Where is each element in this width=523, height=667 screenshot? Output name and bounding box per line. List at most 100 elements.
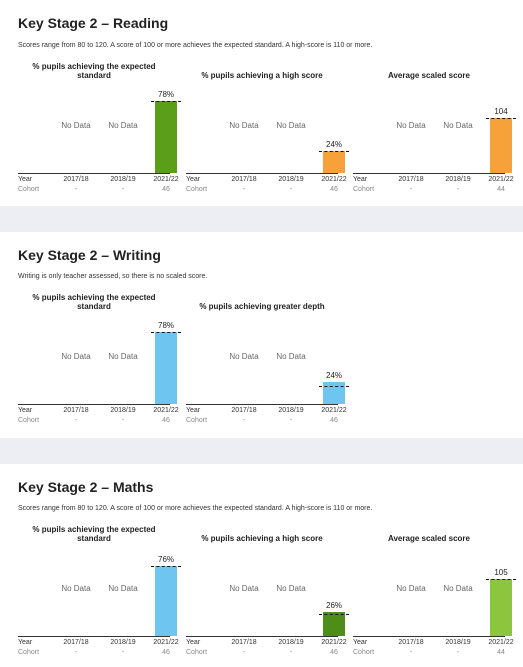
cohort-value: - [121,417,125,424]
section-divider [0,206,523,232]
maths-title: Key Stage 2 – Maths [18,479,154,495]
year-tick-label: 2021/22 [321,639,347,646]
year-tick-label: 2018/19 [110,176,136,183]
cohort-value: - [121,186,125,193]
year-tick-label: 2018/19 [445,176,471,183]
cohort-row-label: Cohort [186,649,208,656]
chart-title: % pupils achieving the expected standard [32,62,156,80]
no-data-label: No Data [443,121,473,130]
maths-chart-3: Average scaled score No Data 2017/18 - No Da… [353,525,516,665]
year-tick-label: 2017/18 [231,639,257,646]
cohort-value: - [289,417,293,424]
reference-line [151,332,181,334]
chart-title: % pupils achieving greater depth [199,302,325,311]
cohort-value: - [242,417,246,424]
reading-chart-2: % pupils achieving a high score No Data 20… [186,62,349,202]
chart-title: % pupils achieving the expected standard [32,525,156,543]
cohort-row-label: Cohort [353,186,375,193]
cohort-value: 46 [330,186,338,193]
bar-2021-22 [155,566,177,636]
bar-value-label: 78% [157,90,175,100]
year-row-label: Year [18,639,33,646]
no-data-label: No Data [108,121,138,130]
bar-2021-22 [155,332,177,404]
cohort-value: 44 [497,186,505,193]
writing-title: Key Stage 2 – Writing [18,247,161,263]
cohort-value: - [409,186,413,193]
cohort-row-label: Cohort [186,186,208,193]
year-tick-label: 2017/18 [231,407,257,414]
cohort-value: - [289,186,293,193]
x-axis-line [18,173,170,174]
year-row-label: Year [18,407,33,414]
bar-value-label: 76% [157,555,175,565]
reading-title: Key Stage 2 – Reading [18,15,169,31]
reading-chart-1: % pupils achieving the expected standard… [18,62,181,202]
maths-description: Scores range from 80 to 120. A score of … [18,505,373,512]
chart-title: Average scaled score [388,534,470,543]
cohort-value: 46 [162,417,170,424]
no-data-label: No Data [276,121,306,130]
no-data-label: No Data [229,352,259,361]
year-tick-label: 2017/18 [63,407,89,414]
year-tick-label: 2021/22 [153,176,179,183]
cohort-value: 46 [330,649,338,656]
writing-chart-2: % pupils achieving greater depth No Data 2… [186,293,349,433]
bar-value-label: 104 [494,106,508,116]
year-tick-label: 2017/18 [398,639,424,646]
year-tick-label: 2018/19 [110,639,136,646]
year-tick-label: 2021/22 [153,639,179,646]
cohort-value: - [289,649,293,656]
year-tick-label: 2021/22 [488,639,514,646]
writing-chart-1: % pupils achieving the expected standard… [18,293,181,433]
reference-line [319,385,349,387]
reference-line [151,566,181,568]
reference-line [319,613,349,615]
x-axis-line [18,636,170,637]
year-tick-label: 2021/22 [488,176,514,183]
no-data-label: No Data [108,352,138,361]
cohort-value: - [409,649,413,656]
cohort-value: 46 [330,417,338,424]
bar-value-label: 78% [157,321,175,331]
year-tick-label: 2017/18 [398,176,424,183]
year-tick-label: 2018/19 [278,407,304,414]
year-tick-label: 2017/18 [63,639,89,646]
reference-line [151,101,181,103]
cohort-row-label: Cohort [18,649,40,656]
bar-value-label: 26% [325,601,343,611]
no-data-label: No Data [61,352,91,361]
cohort-value: 46 [162,649,170,656]
cohort-value: 44 [497,649,505,656]
no-data-label: No Data [443,584,473,593]
cohort-row-label: Cohort [18,417,40,424]
bar-value-label: 24% [325,139,343,149]
reference-line [319,150,349,152]
section-divider [0,438,523,464]
year-tick-label: 2021/22 [321,176,347,183]
cohort-row-label: Cohort [18,186,40,193]
chart-title: Average scaled score [388,71,470,80]
chart-title: % pupils achieving the expected standard [32,293,156,311]
cohort-value: - [121,649,125,656]
year-tick-label: 2018/19 [278,639,304,646]
no-data-label: No Data [229,584,259,593]
cohort-value: 46 [162,186,170,193]
no-data-label: No Data [276,584,306,593]
no-data-label: No Data [396,121,426,130]
reference-line [486,117,516,119]
x-axis-line [186,404,338,405]
year-tick-label: 2017/18 [231,176,257,183]
no-data-label: No Data [108,584,138,593]
bar-2021-22 [490,117,512,173]
bar-2021-22 [323,381,345,404]
bar-value-label: 105 [494,567,508,577]
x-axis-line [353,636,505,637]
cohort-value: - [74,186,78,193]
year-row-label: Year [353,639,368,646]
no-data-label: No Data [276,352,306,361]
x-axis-line [186,636,338,637]
year-row-label: Year [186,407,201,414]
no-data-label: No Data [229,121,259,130]
year-tick-label: 2021/22 [321,407,347,414]
